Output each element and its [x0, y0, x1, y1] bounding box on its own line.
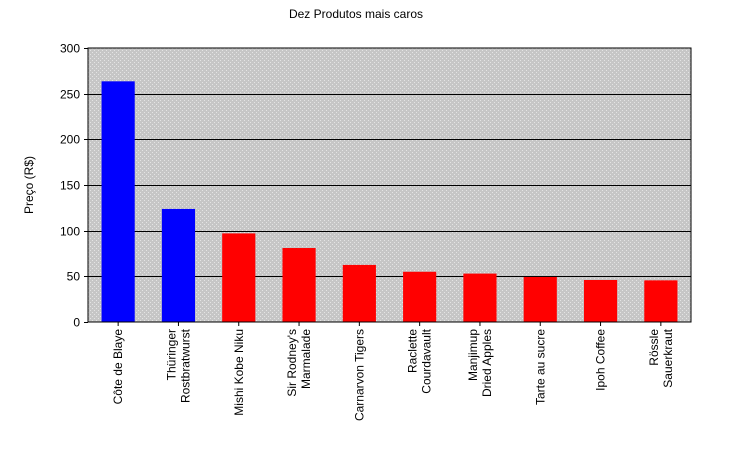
bar [583, 279, 618, 322]
x-tick-label-line: Carnarvon Tigers [352, 329, 366, 421]
x-tick-label-line: Mishi Kobe Niku [232, 329, 246, 416]
y-tick-label: 150 [60, 179, 80, 193]
bar [463, 273, 497, 322]
y-axis-ticks: 0 50 100 150 200 250 300 [60, 42, 88, 330]
x-tick-label: ManjimupDried Apples [466, 329, 494, 397]
bars [101, 81, 678, 322]
x-tick-label-line: Manjimup [466, 329, 480, 381]
bar [403, 271, 437, 322]
x-tick-label-line: Thüringer [164, 329, 178, 380]
bar [523, 276, 557, 322]
x-tick-label-line: Tarte au sucre [533, 329, 547, 405]
y-tick-label: 200 [60, 133, 80, 147]
x-tick-label: RössleSauerkraut [647, 328, 675, 387]
x-tick-label-line: Sauerkraut [661, 328, 675, 387]
y-tick-label: 300 [60, 42, 80, 56]
x-tick-label: Ipoh Coffee [594, 329, 608, 391]
y-tick-label: 250 [60, 88, 80, 102]
x-tick-label: Tarte au sucre [533, 329, 547, 405]
x-tick-label-line: Dried Apples [480, 329, 494, 397]
x-tick-label-line: Courdavault [420, 328, 434, 393]
x-axis-ticks: Côte de Blaye ThüringerRostbratwurst Mishi… [111, 322, 675, 421]
x-tick-label: ThüringerRostbratwurst [164, 328, 192, 403]
x-tick-label: Côte de Blaye [111, 329, 125, 405]
bar [342, 264, 376, 322]
chart-title: Dez Produtos mais caros [289, 7, 423, 21]
x-tick-label: Sir Rodney'sMarmalade [285, 329, 313, 397]
x-tick-label-line: Sir Rodney's [285, 329, 299, 397]
x-tick-label-line: Raclette [406, 329, 420, 373]
bar [161, 208, 196, 322]
x-tick-label-line: Côte de Blaye [111, 329, 125, 405]
bar [222, 233, 256, 322]
y-tick-label: 100 [60, 225, 80, 239]
bar [101, 81, 135, 322]
x-tick-label-line: Ipoh Coffee [594, 329, 608, 391]
plot-frame [87, 47, 692, 323]
bar [644, 280, 678, 322]
bar [282, 248, 316, 322]
y-axis-label: Preço (R$) [22, 156, 36, 214]
x-tick-label-line: Rössle [647, 329, 661, 366]
x-tick-label-line: Rostbratwurst [178, 328, 192, 403]
x-tick-label: RacletteCourdavault [406, 328, 434, 393]
y-tick-label: 0 [73, 316, 80, 330]
x-tick-label: Carnarvon Tigers [352, 329, 366, 421]
x-tick-label-line: Marmalade [299, 329, 313, 389]
y-tick-label: 50 [67, 270, 81, 284]
x-tick-label: Mishi Kobe Niku [232, 329, 246, 416]
